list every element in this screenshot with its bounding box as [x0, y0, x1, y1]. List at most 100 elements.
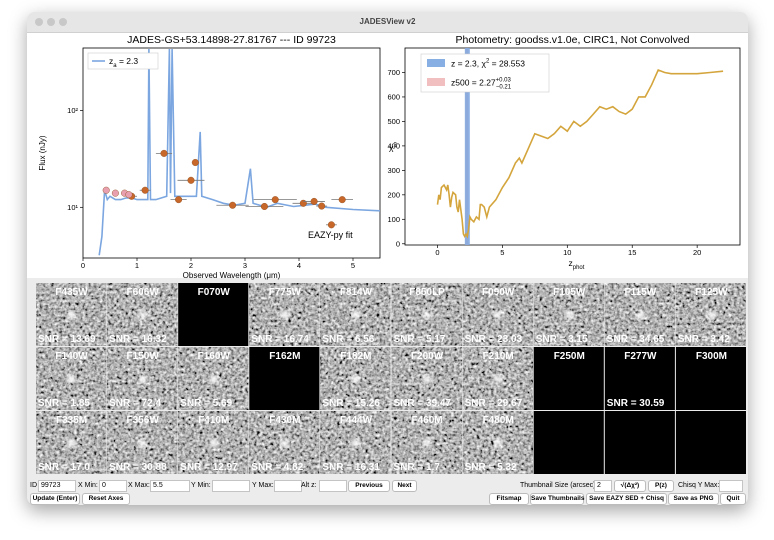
- plot-area: [27, 33, 748, 278]
- alt-z-input[interactable]: [319, 480, 347, 492]
- thumbnail-source: [351, 375, 360, 383]
- thumbnail-filter: F162M: [269, 351, 300, 362]
- thumbnail-snr: SNR = 5.17: [394, 334, 446, 345]
- title-bar: JADESView v2: [27, 12, 748, 33]
- x-max-input[interactable]: 5.5: [150, 480, 190, 492]
- y-min-label: Y Min:: [191, 482, 211, 489]
- thumbnail-snr: SNR = 16.32: [109, 334, 167, 345]
- x-axis-label: zphot: [569, 258, 585, 271]
- thumbnail-filter: F125W: [695, 287, 728, 298]
- legend-label: z500 = 2.27+0.03 −0.21: [451, 78, 512, 91]
- thumbnail-filter: F435W: [55, 287, 88, 298]
- legend-label-part: = 28.553: [489, 59, 525, 69]
- legend-label-part: a: [113, 63, 117, 69]
- photometry-point: [141, 186, 149, 194]
- thumbnail-snr: SNR = 5.69: [180, 398, 232, 409]
- thumbnail-snr: SNR = 1.7: [394, 462, 441, 473]
- legend-label-part: z500 = 2.27: [451, 78, 496, 88]
- photometry-point: [102, 186, 110, 194]
- photometry-point: [271, 196, 279, 204]
- thumbnail-snr: SNR = 17.0: [38, 462, 90, 473]
- x-tick-label: 0: [81, 261, 85, 270]
- photometry-point: [310, 197, 318, 205]
- thumbnail-source: [280, 311, 289, 319]
- axes-frame: [82, 47, 381, 259]
- thumbnail-snr: SNR = 23.03: [465, 334, 523, 345]
- previous-button[interactable]: Previous: [348, 480, 390, 492]
- thumbnail-snr: SNR = 5.32: [465, 462, 517, 473]
- x-min-label: X Min:: [78, 482, 98, 489]
- thumbnail-background: [604, 411, 675, 474]
- id-label: ID: [30, 482, 37, 489]
- legend-label-part: z = 2.3, χ: [451, 59, 486, 69]
- photometry-point: [229, 201, 237, 209]
- chisq-ymax-input[interactable]: [719, 480, 743, 492]
- update-button[interactable]: Update (Enter): [30, 493, 80, 505]
- pz-button[interactable]: P(z): [648, 480, 674, 492]
- x-max-label: X Max:: [128, 482, 150, 489]
- thumbnail-filter: F356W: [127, 415, 160, 426]
- thumbnail-source: [636, 311, 645, 319]
- photometry-point: [187, 176, 195, 184]
- quit-button[interactable]: Quit: [720, 493, 746, 505]
- legend-label-part: z: [109, 56, 113, 66]
- save-eazy-button[interactable]: Save EAZY SED + Chisq: [586, 493, 667, 505]
- x-tick-label: 1: [135, 261, 139, 270]
- thumbnail-background: [604, 347, 675, 410]
- close-button[interactable]: [35, 18, 43, 26]
- save-thumbnails-button[interactable]: Save Thumbnails: [530, 493, 584, 505]
- legend-label-part: 2: [486, 59, 490, 65]
- y-max-input[interactable]: [274, 480, 302, 492]
- legend-label: za = 2.3: [109, 56, 138, 69]
- thumbnail-source: [138, 375, 147, 383]
- x-axis-label-part: phot: [573, 265, 585, 271]
- thumbnail-source: [494, 439, 503, 447]
- y-tick-label: 300: [387, 166, 400, 175]
- photometry-point: [327, 221, 335, 229]
- thumbnail-snr: SNR = 4.82: [251, 462, 303, 473]
- thumbnail-filter: F160W: [198, 351, 231, 362]
- thumbnail-source: [138, 311, 147, 319]
- chi2-curve: [436, 68, 724, 239]
- x-tick-label: 3: [243, 261, 247, 270]
- chart-title: Photometry: goodss.v1.0e, CIRC1, Not Con…: [455, 34, 689, 46]
- thumb-size-input[interactable]: 2: [594, 480, 612, 492]
- thumbnail-source: [707, 311, 716, 319]
- x-tick-label: 15: [628, 248, 636, 257]
- x-min-input[interactable]: 0: [99, 480, 127, 492]
- window-title: JADESView v2: [359, 17, 416, 26]
- thumbnail-filter: F430M: [269, 415, 300, 426]
- minimize-button[interactable]: [47, 18, 55, 26]
- legend-box: [87, 52, 159, 70]
- save-png-button[interactable]: Save as PNG: [668, 493, 719, 505]
- thumbnail-filter: F182M: [340, 351, 371, 362]
- thumbnail-background: [249, 347, 320, 410]
- thumbnail-background: [675, 411, 746, 474]
- thumbnail-filter: F775W: [269, 287, 302, 298]
- photometry-point: [175, 196, 183, 204]
- thumbnail-filter: F200W: [411, 351, 444, 362]
- id-input[interactable]: 99723: [38, 480, 76, 492]
- thumbnail-background: [675, 347, 746, 410]
- y-tick-label: 400: [387, 141, 400, 150]
- y-min-input[interactable]: [212, 480, 250, 492]
- redshift-span: [464, 48, 470, 245]
- thumbnail-filter: F814W: [340, 287, 373, 298]
- y-tick-label: 10²: [67, 106, 78, 115]
- thumbnail-snr: SNR = 72.4: [109, 398, 161, 409]
- thumbnail-source: [423, 439, 432, 447]
- thumbnail-snr: SNR = 3.15: [536, 334, 588, 345]
- photometry-point: [318, 202, 326, 210]
- sqrt-dchi2-button[interactable]: √(Δχ²): [614, 480, 646, 492]
- y-tick-label: 10¹: [67, 203, 78, 212]
- thumbnail-source: [423, 311, 432, 319]
- reset-axes-button[interactable]: Reset Axes: [82, 493, 130, 505]
- thumbnail-background: [533, 411, 604, 474]
- thumbnail-source: [494, 311, 503, 319]
- zoom-button[interactable]: [59, 18, 67, 26]
- thumbnail-snr: SNR = 29.67: [465, 398, 523, 409]
- fitsmap-button[interactable]: Fitsmap: [489, 493, 529, 505]
- x-tick-label: 5: [351, 261, 355, 270]
- legend-swatch: [427, 59, 445, 67]
- next-button[interactable]: Next: [392, 480, 417, 492]
